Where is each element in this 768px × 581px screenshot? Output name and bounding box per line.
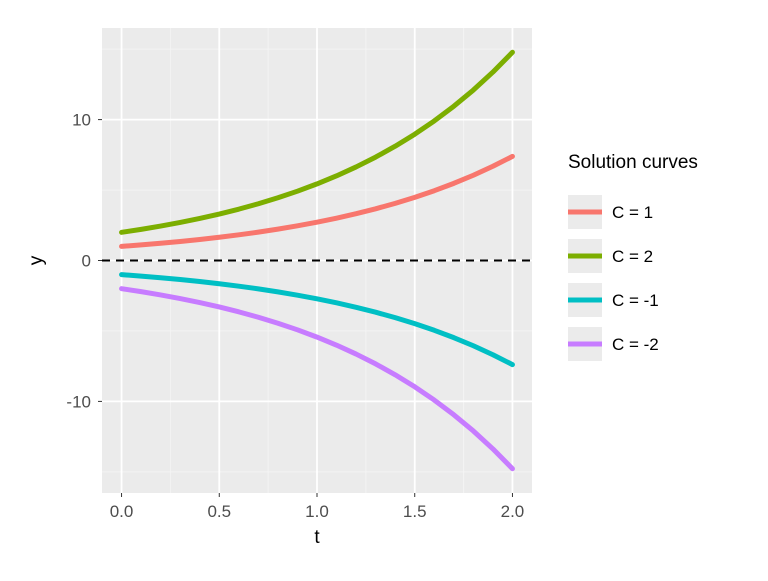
y-tick-label: 0 xyxy=(82,252,91,271)
y-tick-label: 10 xyxy=(72,111,91,130)
legend: Solution curves C = 1 C = 2 C = -1 C = -2 xyxy=(568,152,698,361)
legend-label: C = 2 xyxy=(612,247,653,266)
solution-curves-chart: 0.0 0.5 1.0 1.5 2.0 -10 0 10 t y Solution curv… xyxy=(0,0,768,576)
x-axis-title: t xyxy=(314,527,320,548)
x-tick-label: 0.5 xyxy=(207,502,231,521)
y-axis-title: y xyxy=(26,255,47,265)
legend-label: C = 1 xyxy=(612,203,653,222)
x-tick-labels: 0.0 0.5 1.0 1.5 2.0 xyxy=(110,502,525,521)
x-tick-label: 1.5 xyxy=(403,502,427,521)
x-tick-label: 0.0 xyxy=(110,502,134,521)
legend-title: Solution curves xyxy=(568,152,698,173)
x-tick-label: 1.0 xyxy=(305,502,329,521)
y-tick-label: -10 xyxy=(66,392,91,411)
x-tick-label: 2.0 xyxy=(501,502,525,521)
legend-label: C = -1 xyxy=(612,291,659,310)
y-tick-labels: -10 0 10 xyxy=(66,111,91,412)
legend-label: C = -2 xyxy=(612,335,659,354)
